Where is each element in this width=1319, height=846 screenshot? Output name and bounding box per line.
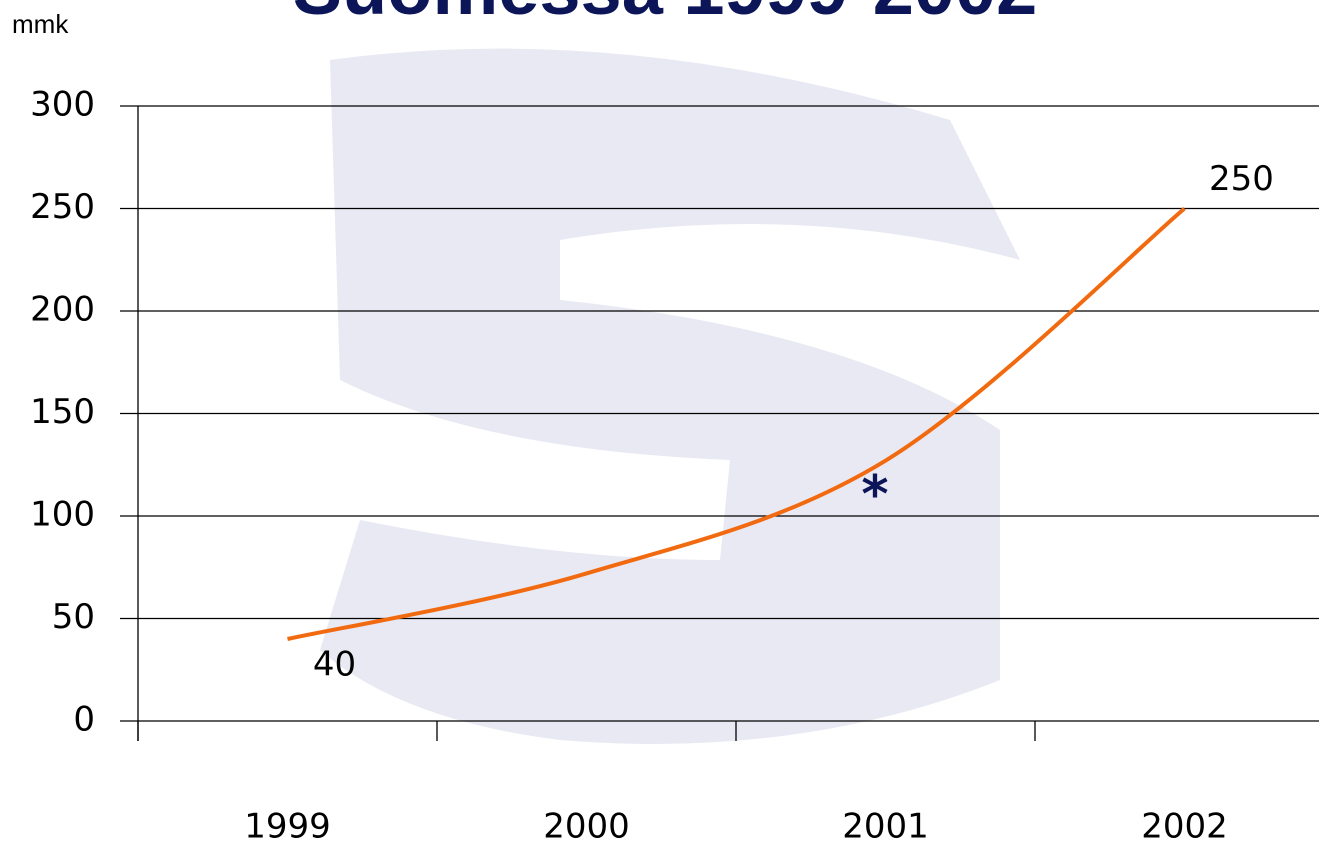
y-tick-label: 100	[30, 495, 95, 535]
data-label: 250	[1209, 159, 1274, 199]
data-line	[287, 206, 1186, 641]
x-tick-label: 2000	[543, 807, 630, 846]
y-tick-label: 50	[52, 597, 95, 637]
y-axis-label: mmk	[12, 9, 69, 39]
watermark	[320, 48, 1020, 745]
y-tick-label: 300	[30, 85, 95, 125]
x-tick-label: 1999	[244, 807, 331, 846]
y-tick-label: 200	[30, 290, 95, 330]
y-tick-label: 250	[30, 187, 95, 227]
annotation: *	[861, 465, 888, 525]
logo-shape	[320, 48, 1020, 745]
x-tick-label: 2001	[842, 807, 929, 846]
data-label: 40	[313, 645, 356, 685]
x-tick-label: 2002	[1141, 807, 1228, 846]
chart-title: Suomessa 1999-2002	[293, 0, 1038, 30]
y-tick-label: 150	[30, 392, 95, 432]
y-tick-label: 0	[73, 700, 95, 740]
